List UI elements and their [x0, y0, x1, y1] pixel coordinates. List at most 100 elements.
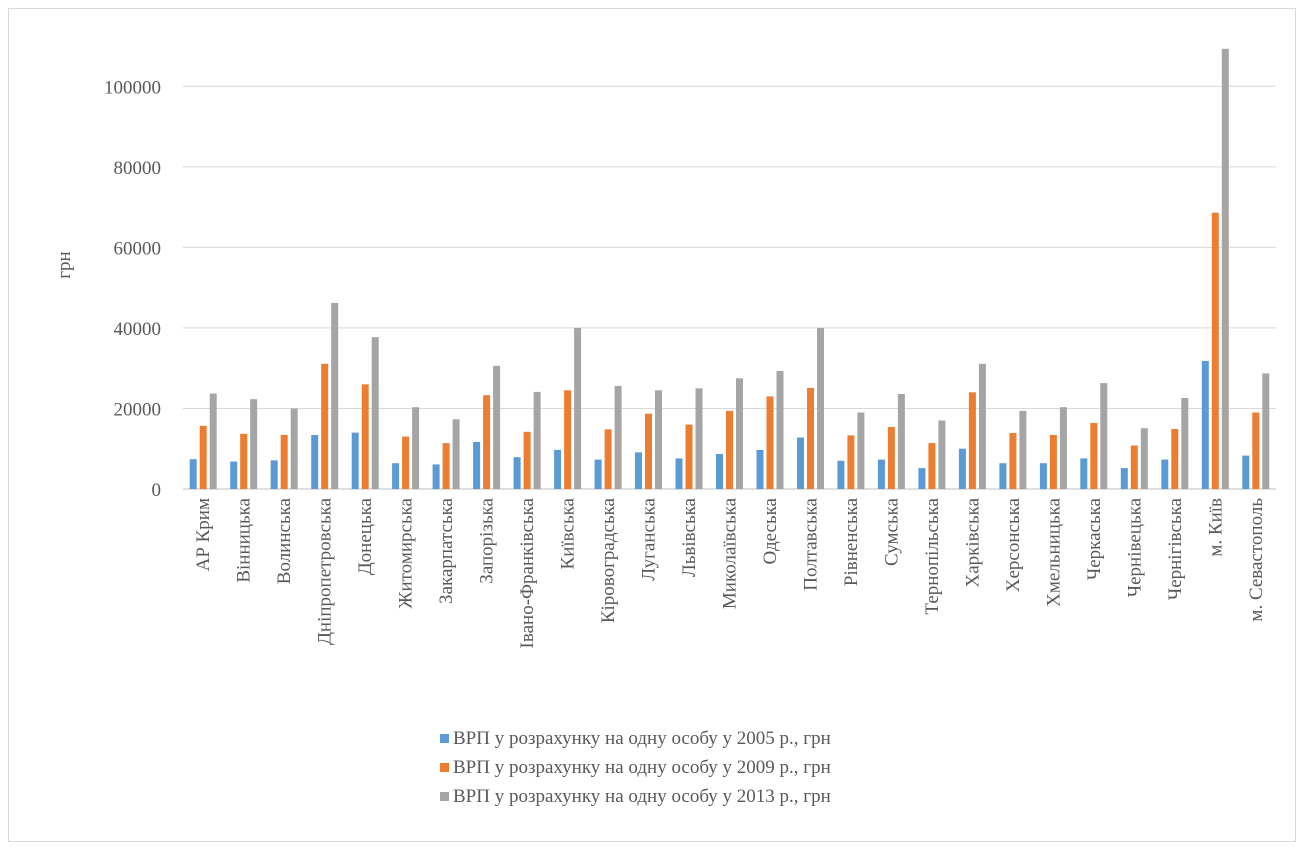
bar-series1-17	[877, 459, 885, 489]
bar-series3-5	[412, 407, 420, 489]
x-tick-label: Запорізька	[477, 497, 498, 583]
bar-series2-2	[280, 435, 288, 489]
bar-series3-22	[1100, 383, 1108, 489]
x-tick-label: Черкаська	[1084, 497, 1105, 580]
bar-series1-4	[351, 432, 359, 489]
y-tick-label: 60000	[114, 238, 162, 259]
legend-item: ВРП у розрахунку на одну особу у 2013 р.…	[440, 782, 1060, 811]
legend-label: ВРП у розрахунку на одну особу у 2009 р.…	[453, 756, 831, 778]
bar-series3-19	[978, 363, 986, 489]
x-tick-label: Херсонська	[1003, 497, 1024, 592]
legend-item: ВРП у розрахунку на одну особу у 2009 р.…	[440, 753, 1060, 782]
bar-series3-26	[1262, 373, 1270, 489]
bar-series3-11	[655, 390, 662, 489]
bar-series1-12	[675, 458, 683, 489]
bar-series1-2	[270, 460, 278, 489]
bar-series3-14	[776, 371, 784, 489]
legend-swatch	[440, 792, 449, 801]
x-tick-label: Івано-Франківська	[517, 497, 538, 648]
x-tick-label: Рівненська	[841, 497, 862, 586]
legend-item: ВРП у розрахунку на одну особу у 2005 р.…	[440, 724, 1060, 753]
bar-series2-20	[1009, 433, 1017, 489]
bar-series2-4	[361, 384, 369, 489]
x-tick-label: Харківська	[962, 497, 983, 587]
bar-series2-15	[807, 387, 814, 489]
bar-series3-13	[736, 378, 743, 490]
y-axis-label: грн	[54, 251, 75, 278]
bar-series1-21	[1039, 463, 1047, 489]
x-tick-label: Житомирська	[396, 497, 417, 608]
bar-series2-9	[564, 390, 572, 489]
x-tick-label: Волинська	[274, 497, 295, 584]
x-tick-label: АР Крим	[193, 498, 214, 571]
bar-series2-3	[321, 363, 329, 489]
bar-series2-5	[402, 436, 410, 489]
bar-series2-6	[442, 443, 450, 489]
bar-series1-19	[958, 448, 966, 489]
bar-series3-21	[1059, 407, 1067, 489]
bar-series1-11	[635, 452, 642, 489]
bar-series3-2	[290, 408, 298, 489]
x-tick-label: Полтавська	[801, 497, 822, 590]
bar-series3-6	[452, 419, 460, 489]
bar-series1-24	[1161, 459, 1169, 489]
x-tick-label: Хмельницька	[1043, 497, 1064, 606]
bar-series1-16	[837, 460, 845, 489]
bar-series1-15	[797, 437, 804, 489]
bar-series3-18	[938, 420, 946, 489]
bar-series3-9	[574, 327, 582, 489]
bar-series3-4	[371, 337, 379, 489]
bar-series1-9	[554, 449, 562, 489]
bar-series3-24	[1181, 398, 1189, 489]
bar-series2-12	[685, 424, 693, 489]
x-tick-label: Львівська	[679, 497, 700, 577]
bar-series1-18	[918, 468, 926, 489]
bar-series2-23	[1130, 445, 1138, 489]
bar-series2-17	[887, 427, 895, 489]
x-tick-label: Миколаївська	[720, 497, 741, 609]
bar-series1-23	[1120, 468, 1128, 489]
legend: ВРП у розрахунку на одну особу у 2005 р.…	[440, 724, 1060, 811]
x-tick-label: Дніпропетровська	[315, 497, 336, 645]
legend-swatch	[440, 763, 449, 772]
y-tick-label: 0	[152, 480, 162, 501]
bar-series2-13	[726, 410, 733, 489]
y-tick-label: 40000	[114, 319, 162, 340]
bar-series2-16	[847, 435, 855, 489]
bar-series2-18	[928, 443, 936, 489]
bar-series2-8	[523, 431, 531, 489]
x-tick-label: Вінницька	[234, 497, 255, 582]
bar-series3-17	[897, 394, 905, 489]
y-tick-label: 100000	[104, 77, 161, 98]
x-tick-label: Тернопільська	[922, 497, 943, 614]
y-tick-labels: 0 20000 40000 60000 80000 100000	[104, 77, 161, 501]
x-tick-label: м. Севастополь	[1246, 498, 1267, 622]
x-tick-label: м. Київ	[1205, 498, 1226, 557]
bar-series2-7	[483, 395, 491, 489]
x-tick-label: Донецька	[355, 497, 376, 575]
bar-series2-24	[1171, 429, 1179, 489]
x-tick-label: Одеська	[760, 497, 781, 564]
bar-series3-16	[857, 412, 865, 489]
x-tick-label: Сумська	[881, 497, 902, 566]
bar-series1-0	[189, 459, 197, 489]
bar-series1-13	[716, 454, 723, 489]
bar-series3-3	[331, 302, 339, 489]
bar-series2-1	[240, 433, 248, 489]
y-tick-label: 80000	[114, 158, 162, 179]
x-tick-labels: АР Крим Вінницька Волинська Дніпропетровськ…	[193, 497, 1267, 648]
bar-series2-22	[1090, 423, 1098, 489]
legend-swatch	[440, 734, 449, 743]
legend-label: ВРП у розрахунку на одну особу у 2005 р.…	[453, 727, 831, 749]
bar-series1-7	[473, 441, 481, 489]
bar-series1-10	[594, 459, 602, 489]
bar-series3-7	[493, 365, 501, 489]
y-tick-label: 20000	[114, 399, 162, 420]
x-tick-label: Закарпатська	[436, 497, 457, 604]
bar-series3-10	[614, 385, 622, 489]
bar-series1-5	[392, 463, 400, 489]
bar-series2-21	[1049, 435, 1057, 489]
bar-series2-14	[766, 396, 774, 489]
bar-series1-8	[513, 457, 521, 489]
